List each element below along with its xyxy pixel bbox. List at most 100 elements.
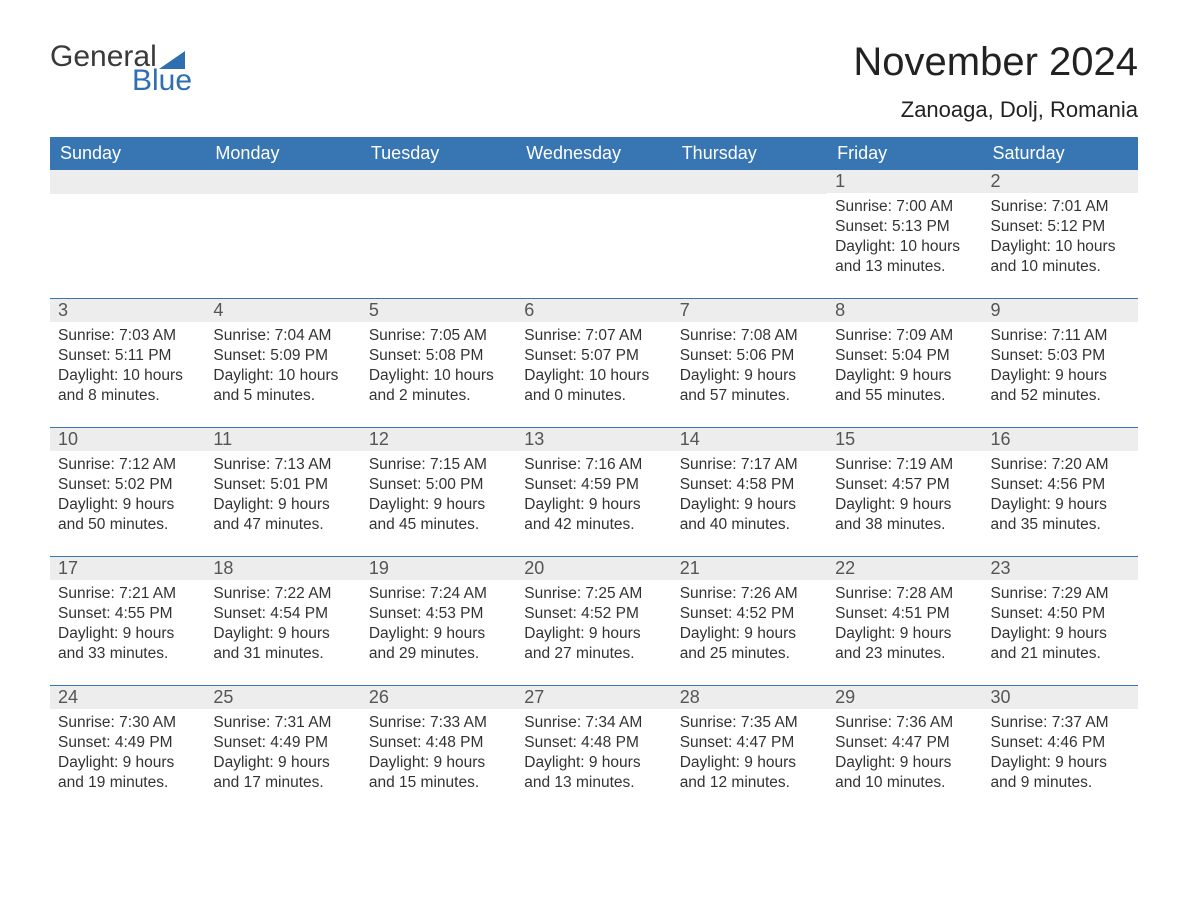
daylight-line: Daylight: 9 hours and 40 minutes.	[680, 495, 819, 535]
empty-day-header	[516, 170, 671, 194]
day-body: Sunrise: 7:24 AMSunset: 4:53 PMDaylight:…	[361, 580, 516, 675]
sunrise-line: Sunrise: 7:21 AM	[58, 584, 197, 604]
sunrise-line: Sunrise: 7:33 AM	[369, 713, 508, 733]
header: General Blue November 2024 Zanoaga, Dolj…	[50, 40, 1138, 123]
daylight-line: Daylight: 9 hours and 25 minutes.	[680, 624, 819, 664]
daylight-line: Daylight: 9 hours and 57 minutes.	[680, 366, 819, 406]
day-body: Sunrise: 7:08 AMSunset: 5:06 PMDaylight:…	[672, 322, 827, 417]
daylight-line: Daylight: 10 hours and 2 minutes.	[369, 366, 508, 406]
day-body: Sunrise: 7:22 AMSunset: 4:54 PMDaylight:…	[205, 580, 360, 675]
day-number: 2	[983, 170, 1138, 193]
week-row: 24Sunrise: 7:30 AMSunset: 4:49 PMDayligh…	[50, 685, 1138, 814]
sunrise-line: Sunrise: 7:36 AM	[835, 713, 974, 733]
day-cell: 22Sunrise: 7:28 AMSunset: 4:51 PMDayligh…	[827, 557, 982, 685]
sunrise-line: Sunrise: 7:29 AM	[991, 584, 1130, 604]
sunrise-line: Sunrise: 7:37 AM	[991, 713, 1130, 733]
day-number: 5	[361, 299, 516, 322]
sunset-line: Sunset: 4:50 PM	[991, 604, 1130, 624]
day-number: 4	[205, 299, 360, 322]
sunset-line: Sunset: 5:01 PM	[213, 475, 352, 495]
day-number: 1	[827, 170, 982, 193]
sunset-line: Sunset: 4:58 PM	[680, 475, 819, 495]
day-number: 3	[50, 299, 205, 322]
day-cell: 3Sunrise: 7:03 AMSunset: 5:11 PMDaylight…	[50, 299, 205, 427]
daylight-line: Daylight: 9 hours and 10 minutes.	[835, 753, 974, 793]
day-cell: 25Sunrise: 7:31 AMSunset: 4:49 PMDayligh…	[205, 686, 360, 814]
sunset-line: Sunset: 5:13 PM	[835, 217, 974, 237]
title-location: Zanoaga, Dolj, Romania	[853, 97, 1138, 123]
sunset-line: Sunset: 5:09 PM	[213, 346, 352, 366]
day-body: Sunrise: 7:25 AMSunset: 4:52 PMDaylight:…	[516, 580, 671, 675]
daylight-line: Daylight: 9 hours and 27 minutes.	[524, 624, 663, 664]
weekday-header: Friday	[827, 137, 982, 170]
week-row: 3Sunrise: 7:03 AMSunset: 5:11 PMDaylight…	[50, 298, 1138, 427]
daylight-line: Daylight: 9 hours and 19 minutes.	[58, 753, 197, 793]
sunset-line: Sunset: 4:47 PM	[680, 733, 819, 753]
day-body: Sunrise: 7:28 AMSunset: 4:51 PMDaylight:…	[827, 580, 982, 675]
sunrise-line: Sunrise: 7:26 AM	[680, 584, 819, 604]
weekday-header: Monday	[205, 137, 360, 170]
day-cell: 1Sunrise: 7:00 AMSunset: 5:13 PMDaylight…	[827, 170, 982, 298]
sunset-line: Sunset: 4:54 PM	[213, 604, 352, 624]
day-cell: 28Sunrise: 7:35 AMSunset: 4:47 PMDayligh…	[672, 686, 827, 814]
sunset-line: Sunset: 4:49 PM	[213, 733, 352, 753]
day-cell: 8Sunrise: 7:09 AMSunset: 5:04 PMDaylight…	[827, 299, 982, 427]
day-number: 12	[361, 428, 516, 451]
day-body: Sunrise: 7:07 AMSunset: 5:07 PMDaylight:…	[516, 322, 671, 417]
day-body: Sunrise: 7:33 AMSunset: 4:48 PMDaylight:…	[361, 709, 516, 804]
sunrise-line: Sunrise: 7:30 AM	[58, 713, 197, 733]
day-body: Sunrise: 7:35 AMSunset: 4:47 PMDaylight:…	[672, 709, 827, 804]
sunset-line: Sunset: 5:03 PM	[991, 346, 1130, 366]
sunrise-line: Sunrise: 7:25 AM	[524, 584, 663, 604]
day-number: 18	[205, 557, 360, 580]
sunset-line: Sunset: 4:56 PM	[991, 475, 1130, 495]
sunset-line: Sunset: 5:00 PM	[369, 475, 508, 495]
week-row: 17Sunrise: 7:21 AMSunset: 4:55 PMDayligh…	[50, 556, 1138, 685]
day-body: Sunrise: 7:00 AMSunset: 5:13 PMDaylight:…	[827, 193, 982, 288]
day-cell: 24Sunrise: 7:30 AMSunset: 4:49 PMDayligh…	[50, 686, 205, 814]
day-cell: 5Sunrise: 7:05 AMSunset: 5:08 PMDaylight…	[361, 299, 516, 427]
daylight-line: Daylight: 9 hours and 15 minutes.	[369, 753, 508, 793]
day-number: 6	[516, 299, 671, 322]
sunrise-line: Sunrise: 7:13 AM	[213, 455, 352, 475]
day-number: 8	[827, 299, 982, 322]
sunset-line: Sunset: 5:08 PM	[369, 346, 508, 366]
day-cell: 4Sunrise: 7:04 AMSunset: 5:09 PMDaylight…	[205, 299, 360, 427]
day-cell: 17Sunrise: 7:21 AMSunset: 4:55 PMDayligh…	[50, 557, 205, 685]
sunset-line: Sunset: 4:57 PM	[835, 475, 974, 495]
sunrise-line: Sunrise: 7:16 AM	[524, 455, 663, 475]
sunset-line: Sunset: 4:53 PM	[369, 604, 508, 624]
day-body: Sunrise: 7:26 AMSunset: 4:52 PMDaylight:…	[672, 580, 827, 675]
sunrise-line: Sunrise: 7:28 AM	[835, 584, 974, 604]
daylight-line: Daylight: 9 hours and 29 minutes.	[369, 624, 508, 664]
day-cell: 12Sunrise: 7:15 AMSunset: 5:00 PMDayligh…	[361, 428, 516, 556]
sunrise-line: Sunrise: 7:05 AM	[369, 326, 508, 346]
day-cell: 2Sunrise: 7:01 AMSunset: 5:12 PMDaylight…	[983, 170, 1138, 298]
daylight-line: Daylight: 9 hours and 38 minutes.	[835, 495, 974, 535]
daylight-line: Daylight: 9 hours and 9 minutes.	[991, 753, 1130, 793]
logo: General Blue	[50, 40, 192, 98]
daylight-line: Daylight: 9 hours and 47 minutes.	[213, 495, 352, 535]
day-body: Sunrise: 7:19 AMSunset: 4:57 PMDaylight:…	[827, 451, 982, 546]
calendar: SundayMondayTuesdayWednesdayThursdayFrid…	[50, 137, 1138, 814]
day-body: Sunrise: 7:16 AMSunset: 4:59 PMDaylight:…	[516, 451, 671, 546]
day-cell: 23Sunrise: 7:29 AMSunset: 4:50 PMDayligh…	[983, 557, 1138, 685]
day-number: 10	[50, 428, 205, 451]
day-cell: 26Sunrise: 7:33 AMSunset: 4:48 PMDayligh…	[361, 686, 516, 814]
weekday-header: Tuesday	[361, 137, 516, 170]
day-number: 16	[983, 428, 1138, 451]
sunset-line: Sunset: 4:48 PM	[524, 733, 663, 753]
day-number: 21	[672, 557, 827, 580]
day-number: 22	[827, 557, 982, 580]
day-body: Sunrise: 7:05 AMSunset: 5:08 PMDaylight:…	[361, 322, 516, 417]
daylight-line: Daylight: 10 hours and 10 minutes.	[991, 237, 1130, 277]
week-row: 1Sunrise: 7:00 AMSunset: 5:13 PMDaylight…	[50, 170, 1138, 298]
empty-day-header	[205, 170, 360, 194]
day-cell	[205, 170, 360, 298]
day-cell	[672, 170, 827, 298]
sunset-line: Sunset: 4:52 PM	[524, 604, 663, 624]
sunrise-line: Sunrise: 7:11 AM	[991, 326, 1130, 346]
sunset-line: Sunset: 5:04 PM	[835, 346, 974, 366]
daylight-line: Daylight: 9 hours and 45 minutes.	[369, 495, 508, 535]
day-body: Sunrise: 7:36 AMSunset: 4:47 PMDaylight:…	[827, 709, 982, 804]
